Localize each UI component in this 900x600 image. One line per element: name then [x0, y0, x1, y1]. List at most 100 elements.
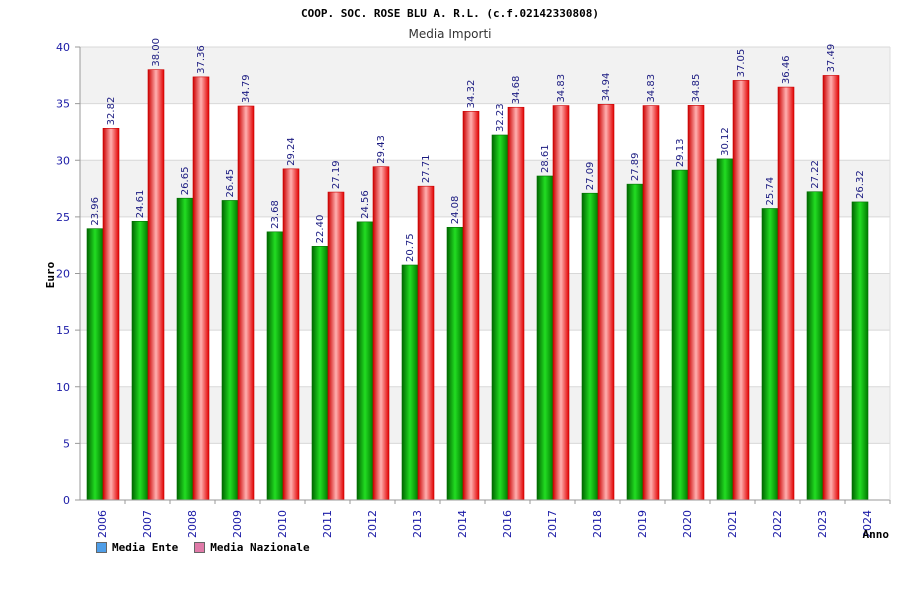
- data-label: 24.56: [360, 190, 371, 219]
- bar-media-ente-2022: [761, 208, 779, 501]
- data-label: 23.68: [270, 200, 281, 229]
- x-tick-label: 2018: [591, 510, 604, 538]
- plot-band: [80, 386, 890, 444]
- data-label: 29.24: [286, 137, 297, 166]
- legend-swatch-media-ente: [96, 542, 107, 553]
- bar-media-nazionale-2017: [552, 105, 570, 501]
- bar-media-ente-2020: [671, 169, 689, 501]
- plot-background: [80, 47, 890, 500]
- plot-band: [80, 47, 890, 104]
- data-label: 34.85: [691, 74, 702, 103]
- legend-swatch-media-nazionale: [194, 542, 206, 553]
- data-label: 37.05: [736, 49, 747, 78]
- bar-media-ente-2008: [176, 197, 194, 501]
- bar-media-nazionale-2016: [507, 106, 525, 501]
- x-tick-label: 2022: [771, 510, 784, 538]
- data-label: 36.46: [781, 55, 792, 84]
- bar-media-nazionale-2008: [192, 76, 210, 501]
- data-label: 26.65: [180, 167, 191, 196]
- bar-media-nazionale-2021: [732, 80, 750, 501]
- legend-label-media-ente: Media Ente: [112, 541, 179, 554]
- bar-media-nazionale-2014: [462, 111, 480, 501]
- data-label: 34.68: [511, 76, 522, 105]
- chart-subtitle: Media Importi: [408, 27, 491, 41]
- data-label: 29.13: [675, 138, 686, 167]
- data-label: 27.19: [331, 160, 342, 189]
- bar-media-nazionale-2007: [147, 69, 165, 501]
- y-tick-label: 25: [56, 211, 70, 224]
- x-tick-label: 2020: [681, 510, 694, 538]
- bar-media-nazionale-2020: [687, 105, 705, 501]
- bar-media-nazionale-2009: [237, 105, 255, 501]
- bar-media-ente-2007: [131, 220, 149, 501]
- data-label: 22.40: [315, 215, 326, 244]
- bar-media-ente-2009: [221, 200, 239, 501]
- plot-band: [80, 330, 890, 387]
- bar-media-nazionale-2006: [102, 128, 120, 501]
- data-label: 24.61: [135, 190, 146, 219]
- data-label: 23.96: [90, 197, 101, 226]
- data-label: 37.49: [826, 44, 837, 73]
- data-label: 26.32: [855, 170, 866, 199]
- legend-item-media-nazionale: Media Nazionale: [194, 541, 310, 554]
- x-tick-label: 2024: [861, 510, 874, 538]
- y-tick-label: 10: [56, 381, 70, 394]
- x-tick-label: 2006: [96, 510, 109, 538]
- data-label: 27.09: [585, 162, 596, 191]
- bar-media-nazionale-2013: [417, 185, 435, 501]
- bar-media-nazionale-2023: [822, 75, 840, 501]
- legend: Media Ente Media Nazionale: [96, 541, 310, 554]
- bar-media-ente-2012: [356, 221, 374, 501]
- y-tick-label: 5: [63, 437, 70, 450]
- bar-media-ente-2019: [626, 183, 644, 501]
- data-label: 28.61: [540, 144, 551, 173]
- y-tick-label: 15: [56, 324, 70, 337]
- bar-media-nazionale-2019: [642, 105, 660, 501]
- legend-item-media-ente: Media Ente: [96, 541, 178, 554]
- data-label: 34.83: [556, 74, 567, 103]
- bar-media-ente-2014: [446, 226, 464, 501]
- bar-media-ente-2011: [311, 246, 329, 501]
- x-tick-label: 2016: [501, 510, 514, 538]
- plot-band: [80, 160, 890, 217]
- data-label: 26.45: [225, 169, 236, 198]
- y-tick-label: 40: [56, 41, 70, 54]
- bar-media-ente-2023: [806, 191, 824, 501]
- data-label: 24.08: [450, 196, 461, 225]
- data-label: 29.43: [376, 135, 387, 164]
- data-label: 20.75: [405, 233, 416, 262]
- x-tick-label: 2014: [456, 510, 469, 538]
- legend-label-media-nazionale: Media Nazionale: [210, 541, 310, 554]
- y-tick-label: 0: [63, 494, 70, 507]
- y-tick-label: 30: [56, 154, 70, 167]
- y-tick-label: 20: [56, 268, 70, 281]
- data-label: 32.23: [495, 103, 506, 132]
- x-tick-label: 2019: [636, 510, 649, 538]
- y-axis-label: Euro: [44, 261, 57, 288]
- x-tick-label: 2012: [366, 510, 379, 538]
- bar-media-ente-2017: [536, 175, 554, 501]
- data-label: 27.22: [810, 160, 821, 189]
- x-tick-label: 2007: [141, 510, 154, 538]
- plot-band: [80, 216, 890, 274]
- plot-band: [80, 273, 890, 331]
- bar-media-nazionale-2018: [597, 104, 615, 501]
- data-label: 34.79: [241, 74, 252, 103]
- plot-band: [80, 443, 890, 500]
- chart-title: COOP. SOC. ROSE BLU A. R.L. (c.f.0214233…: [301, 7, 599, 20]
- x-tick-label: 2011: [321, 510, 334, 538]
- data-label: 34.83: [646, 74, 657, 103]
- x-axis-label: Anno: [863, 528, 890, 541]
- data-label: 38.00: [151, 38, 162, 67]
- x-tick-label: 2013: [411, 510, 424, 538]
- y-tick-label: 35: [56, 98, 70, 111]
- data-label: 37.36: [196, 45, 207, 74]
- x-tick-label: 2023: [816, 510, 829, 538]
- data-label: 27.71: [421, 155, 432, 184]
- data-label: 34.32: [466, 80, 477, 109]
- bar-media-ente-2013: [401, 264, 419, 501]
- axes: 0 5 10 15 20 25 30 35 40 2006 2007 2008 2009 2010 2011…: [56, 41, 891, 538]
- data-label: 32.82: [106, 97, 117, 126]
- data-labels: 23.96 32.82 24.61 38.00 26.65 37.36 26.45 34.79…: [90, 38, 866, 262]
